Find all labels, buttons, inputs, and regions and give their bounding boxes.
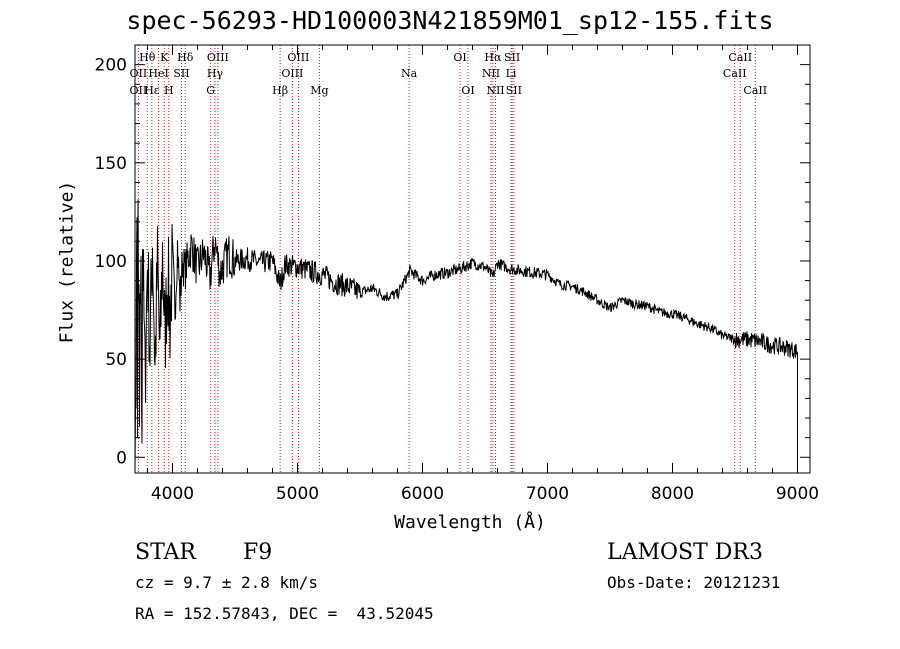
y-tick-label: 150 bbox=[95, 154, 127, 174]
y-tick-label: 200 bbox=[95, 56, 127, 76]
redshift-text: cz = 9.7 ± 2.8 km/s bbox=[135, 573, 319, 592]
line-label: H bbox=[164, 84, 174, 97]
line-label: SII bbox=[504, 51, 520, 64]
line-label: CaII bbox=[728, 51, 752, 64]
line-label: HeI bbox=[148, 67, 168, 80]
chart-title: spec-56293-HD100003N421859M01_sp12-155.f… bbox=[126, 6, 774, 35]
line-label: OIII bbox=[207, 51, 229, 64]
line-label: Hδ bbox=[177, 51, 194, 64]
line-label: G bbox=[206, 84, 215, 97]
line-label: K bbox=[160, 51, 169, 64]
spectrum-line bbox=[134, 199, 798, 473]
coordinates-text: RA = 152.57843, DEC = 43.52045 bbox=[135, 604, 434, 623]
survey-name: LAMOST DR3 bbox=[607, 540, 763, 565]
line-label: OI bbox=[453, 51, 466, 64]
line-label: SII bbox=[173, 67, 189, 80]
line-label: Li bbox=[506, 67, 517, 80]
x-tick-label: 8000 bbox=[651, 484, 694, 504]
x-tick-label: 5000 bbox=[276, 484, 319, 504]
line-label: Hα bbox=[484, 51, 502, 64]
observation-date: Obs-Date: 20121231 bbox=[607, 573, 781, 592]
y-tick-label: 0 bbox=[116, 448, 127, 468]
line-label: OIII bbox=[287, 51, 309, 64]
line-label: Na bbox=[401, 67, 418, 80]
line-label: CaII bbox=[723, 67, 747, 80]
line-label: OII bbox=[130, 84, 148, 97]
line-label: OII bbox=[130, 67, 148, 80]
x-axis-label: Wavelength (Å) bbox=[394, 512, 546, 533]
line-label: NII bbox=[482, 67, 500, 80]
line-label: Hγ bbox=[207, 67, 224, 80]
line-label: SII bbox=[506, 84, 522, 97]
x-tick-label: 9000 bbox=[776, 484, 819, 504]
line-label: OIII bbox=[281, 67, 303, 80]
y-axis-label: Flux (relative) bbox=[56, 180, 78, 344]
line-label: Hβ bbox=[272, 84, 288, 97]
line-label: CaII bbox=[743, 84, 767, 97]
emission-line-markers bbox=[137, 45, 756, 473]
line-label: NII bbox=[486, 84, 504, 97]
line-label: OI bbox=[461, 84, 474, 97]
object-subclass: F9 bbox=[243, 540, 273, 565]
y-tick-label: 100 bbox=[95, 252, 127, 272]
x-axis: 4000 5000 6000 7000 8000 9000 bbox=[147, 45, 819, 504]
line-label: Hε bbox=[144, 84, 160, 97]
line-label: Hθ bbox=[139, 51, 156, 64]
x-tick-label: 4000 bbox=[151, 484, 194, 504]
x-tick-label: 6000 bbox=[401, 484, 444, 504]
y-axis: 0 50 100 150 200 bbox=[95, 56, 810, 468]
object-class: STAR bbox=[135, 540, 196, 565]
y-tick-label: 50 bbox=[105, 350, 127, 370]
x-tick-label: 7000 bbox=[526, 484, 569, 504]
line-label: Mg bbox=[310, 84, 328, 97]
